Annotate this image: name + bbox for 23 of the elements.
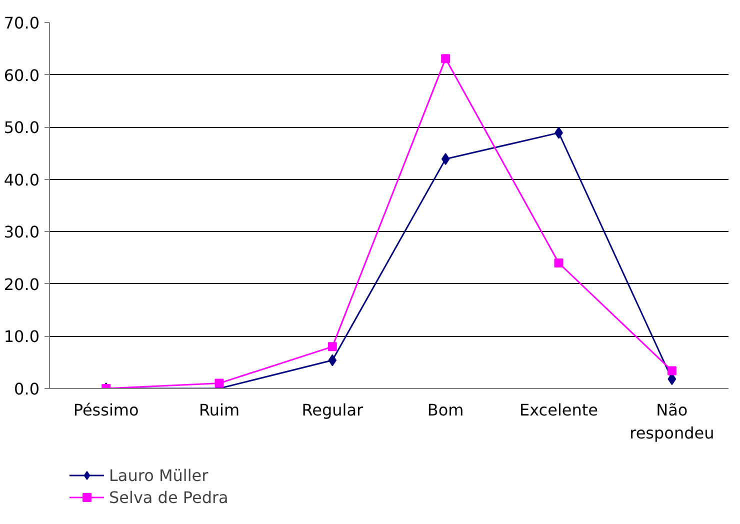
- y-tick-label: 40.0: [4, 170, 40, 190]
- x-tick-label: Péssimo: [73, 400, 139, 420]
- point: [667, 366, 676, 376]
- x-tick-label: Não respondeu: [630, 400, 714, 442]
- point: [441, 54, 450, 64]
- point: [554, 258, 564, 268]
- y-tick-label: 10.0: [4, 327, 40, 346]
- point: [214, 378, 224, 388]
- y-tick-label: 50.0: [4, 118, 40, 138]
- point: [328, 342, 337, 352]
- x-tick-label: Excelente: [520, 400, 598, 420]
- x-tick-label: Ruim: [198, 400, 240, 420]
- y-tick-label: 20.0: [4, 274, 40, 294]
- point: [328, 354, 337, 366]
- x-tick-label: Regular: [302, 400, 364, 420]
- legend-label: Lauro Müller: [109, 466, 208, 484]
- y-tick-label: 0.0: [14, 380, 40, 398]
- y-tick-label: 70.0: [4, 14, 40, 32]
- y-tick-label: 60.0: [4, 66, 40, 85]
- x-tick-label: Bom: [427, 400, 464, 420]
- legend-label: Selva de Pedra: [109, 488, 228, 506]
- y-tick-label: 30.0: [4, 222, 40, 242]
- point: [441, 152, 450, 165]
